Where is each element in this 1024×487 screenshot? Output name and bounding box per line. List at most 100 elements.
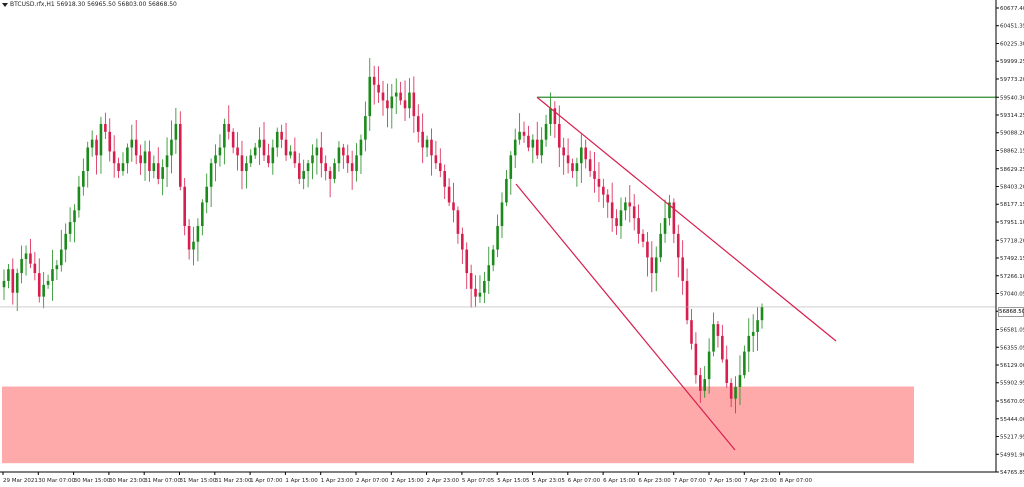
candle-body xyxy=(575,163,579,172)
candle-body xyxy=(267,155,270,164)
price-tick-label: 60677.40 xyxy=(1000,6,1024,12)
candle-body xyxy=(487,265,491,281)
channel-upper-line xyxy=(536,96,837,342)
candle-body xyxy=(55,265,59,270)
candle-body xyxy=(368,76,372,117)
candle-body xyxy=(760,306,764,321)
candle-body xyxy=(694,343,698,376)
candle-body xyxy=(712,324,715,352)
candle-body xyxy=(386,100,389,109)
candle-body xyxy=(201,202,204,226)
time-tick-label: 5 Apr 07:05 xyxy=(462,478,495,484)
candle-body xyxy=(491,249,495,266)
candle-body xyxy=(271,147,275,164)
time-tick-label: 7 Apr 23:00 xyxy=(744,478,777,484)
candle-body xyxy=(478,292,482,297)
candle-body xyxy=(725,359,729,383)
candle-body xyxy=(416,116,420,132)
candle-body xyxy=(99,123,103,156)
candle-body xyxy=(46,280,50,285)
candle-body xyxy=(20,258,23,274)
candle-body xyxy=(302,171,305,179)
candle-body xyxy=(192,241,195,250)
candles-layer xyxy=(2,58,764,414)
candle-body xyxy=(610,202,614,219)
candle-body xyxy=(86,147,90,172)
candle-body xyxy=(258,139,261,148)
candle-body xyxy=(606,194,610,203)
candle-body xyxy=(562,147,565,156)
time-tick-label: 6 Apr 15:00 xyxy=(603,478,636,484)
candle-body xyxy=(394,92,398,97)
candle-body xyxy=(73,210,76,223)
candle-body xyxy=(205,186,209,203)
time-tick-label: 29 Mar 2021 xyxy=(3,478,38,484)
candle-body xyxy=(544,123,548,140)
candle-body xyxy=(668,202,671,219)
candle-body xyxy=(333,163,336,179)
demand-zone-layer xyxy=(2,386,914,464)
candle-body xyxy=(311,155,314,164)
candle-body xyxy=(615,218,618,226)
candle-body xyxy=(117,163,120,172)
candle-body xyxy=(2,280,6,288)
candle-body xyxy=(262,139,266,156)
candle-body xyxy=(161,167,164,179)
candle-body xyxy=(42,284,45,297)
candle-body xyxy=(588,159,592,172)
price-tick-label: 56355.05 xyxy=(1000,345,1024,351)
candle-body xyxy=(721,335,724,360)
candle-body xyxy=(377,84,380,93)
candle-body xyxy=(716,324,720,336)
candle-body xyxy=(68,222,72,234)
candle-body xyxy=(518,131,521,140)
candle-body xyxy=(15,273,19,293)
candle-body xyxy=(112,151,116,164)
candle-body xyxy=(743,351,746,376)
candle-body xyxy=(148,151,151,172)
candle-body xyxy=(500,202,504,226)
candle-body xyxy=(77,186,81,211)
candle-body xyxy=(461,233,464,250)
candle-body xyxy=(399,92,402,101)
candle-body xyxy=(130,139,134,148)
dropdown-triangle-icon[interactable] xyxy=(2,2,8,7)
trendlines-layer xyxy=(0,96,996,451)
candle-body xyxy=(756,320,759,332)
candle-body xyxy=(231,131,235,148)
candle-body xyxy=(566,155,570,164)
time-tick-label: 30 Mar 23:00 xyxy=(109,478,146,484)
candle-body xyxy=(51,269,54,281)
candle-body xyxy=(218,147,222,156)
candle-body xyxy=(350,163,354,172)
symbol-header: BTCUSD.rfx,H1 56918.30 56965.50 56803.00… xyxy=(2,1,177,8)
demand-zone xyxy=(2,386,914,464)
price-tick-label: 55444.00 xyxy=(1000,417,1024,423)
candle-body xyxy=(11,269,15,293)
price-tick-label: 59314.25 xyxy=(1000,113,1024,119)
candle-body xyxy=(522,131,526,136)
candle-body xyxy=(663,218,667,234)
candle-body xyxy=(571,163,574,172)
candle-body xyxy=(553,108,557,124)
candle-body xyxy=(196,225,200,242)
price-tick-label: 58403.20 xyxy=(1000,185,1024,191)
price-tick-label: 60451.35 xyxy=(1000,24,1024,30)
candle-body xyxy=(293,151,297,164)
candle-body xyxy=(320,147,323,164)
candle-body xyxy=(364,116,367,140)
time-tick-label: 31 Mar 23:00 xyxy=(215,478,252,484)
candle-body xyxy=(355,155,358,172)
price-tick-label: 56129.00 xyxy=(1000,363,1024,369)
time-tick-label: 31 Mar 07:00 xyxy=(144,478,181,484)
candle-body xyxy=(240,155,244,172)
candle-body xyxy=(646,241,649,258)
candle-body xyxy=(650,257,654,274)
candle-body xyxy=(456,210,460,234)
candle-body xyxy=(734,386,737,399)
price-tick-label: 59540.30 xyxy=(1000,95,1024,101)
channel-lower-line xyxy=(515,183,736,451)
price-tick-label: 55902.95 xyxy=(1000,381,1024,387)
